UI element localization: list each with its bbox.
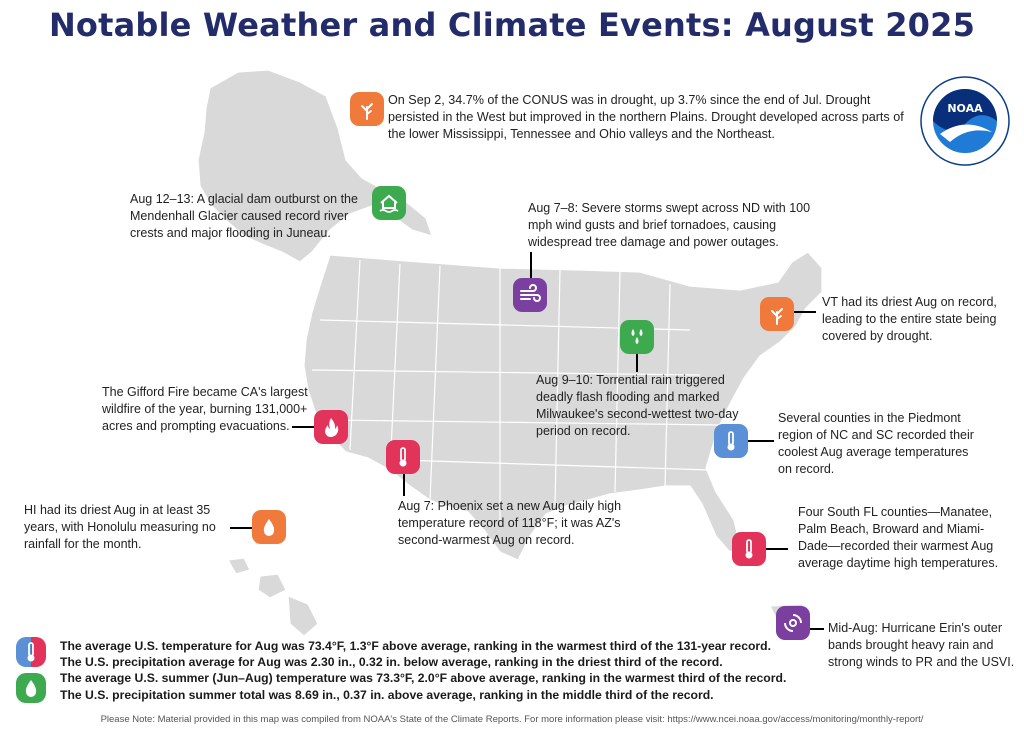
hurricane-icon — [776, 606, 810, 640]
juneau-note: Aug 12–13: A glacial dam outburst on the… — [130, 192, 358, 240]
summary-line: The U.S. precipitation summer total was … — [60, 687, 714, 702]
leader-line — [766, 548, 788, 550]
wildfire-icon — [314, 410, 348, 444]
florida-note: Four South FL counties—Manatee, Palm Bea… — [798, 505, 999, 570]
leader-line — [806, 628, 824, 630]
erin-note: Mid-Aug: Hurricane Erin's outer bands br… — [828, 621, 1015, 669]
summary-line: The average U.S. temperature for Aug was… — [60, 639, 771, 653]
svg-text:NOAA: NOAA — [947, 102, 983, 115]
temperature-summary-icon — [16, 637, 46, 667]
vermont-note: VT had its driest Aug on record, leading… — [822, 295, 997, 343]
nd-storms-note: Aug 7–8: Severe storms swept across ND w… — [528, 201, 811, 249]
leader-line — [292, 426, 316, 428]
phoenix-note: Aug 7: Phoenix set a new Aug daily high … — [398, 499, 622, 547]
noaa-logo: NOAA — [920, 76, 1010, 166]
cool-thermometer-icon — [714, 424, 748, 458]
drought-conus-note: On Sep 2, 34.7% of the CONUS was in drou… — [388, 93, 904, 141]
flood-house-icon — [372, 186, 406, 220]
leader-line — [636, 352, 638, 372]
drought-icon — [760, 297, 794, 331]
wind-icon — [513, 278, 547, 312]
summary-line: The average U.S. summer (Jun–Aug) temper… — [60, 671, 787, 686]
piedmont-note: Several counties in the Piedmont region … — [778, 411, 974, 476]
leader-line — [403, 472, 405, 496]
conus-shape — [303, 251, 823, 561]
leader-line — [530, 252, 532, 278]
leader-line — [746, 440, 774, 442]
drought-icon — [350, 92, 384, 126]
milwaukee-note: Aug 9–10: Torrential rain triggered dead… — [536, 373, 739, 438]
hot-thermometer-icon — [386, 440, 420, 474]
national-summary: The average U.S. temperature for Aug was… — [60, 638, 786, 703]
summary-line: The U.S. precipitation average for Aug w… — [60, 655, 723, 670]
dry-drop-icon — [252, 510, 286, 544]
hot-thermometer-icon — [732, 532, 766, 566]
gifford-note: The Gifford Fire became CA's largest wil… — [102, 385, 308, 433]
footnote: Please Note: Material provided in this m… — [100, 714, 924, 725]
precipitation-summary-icon — [16, 673, 46, 703]
heavy-rain-icon — [620, 320, 654, 354]
hawaii-note: HI had its driest Aug in at least 35 yea… — [24, 503, 216, 551]
leader-line — [230, 527, 252, 529]
leader-line — [794, 311, 816, 313]
page-title: Notable Weather and Climate Events: Augu… — [48, 6, 976, 44]
